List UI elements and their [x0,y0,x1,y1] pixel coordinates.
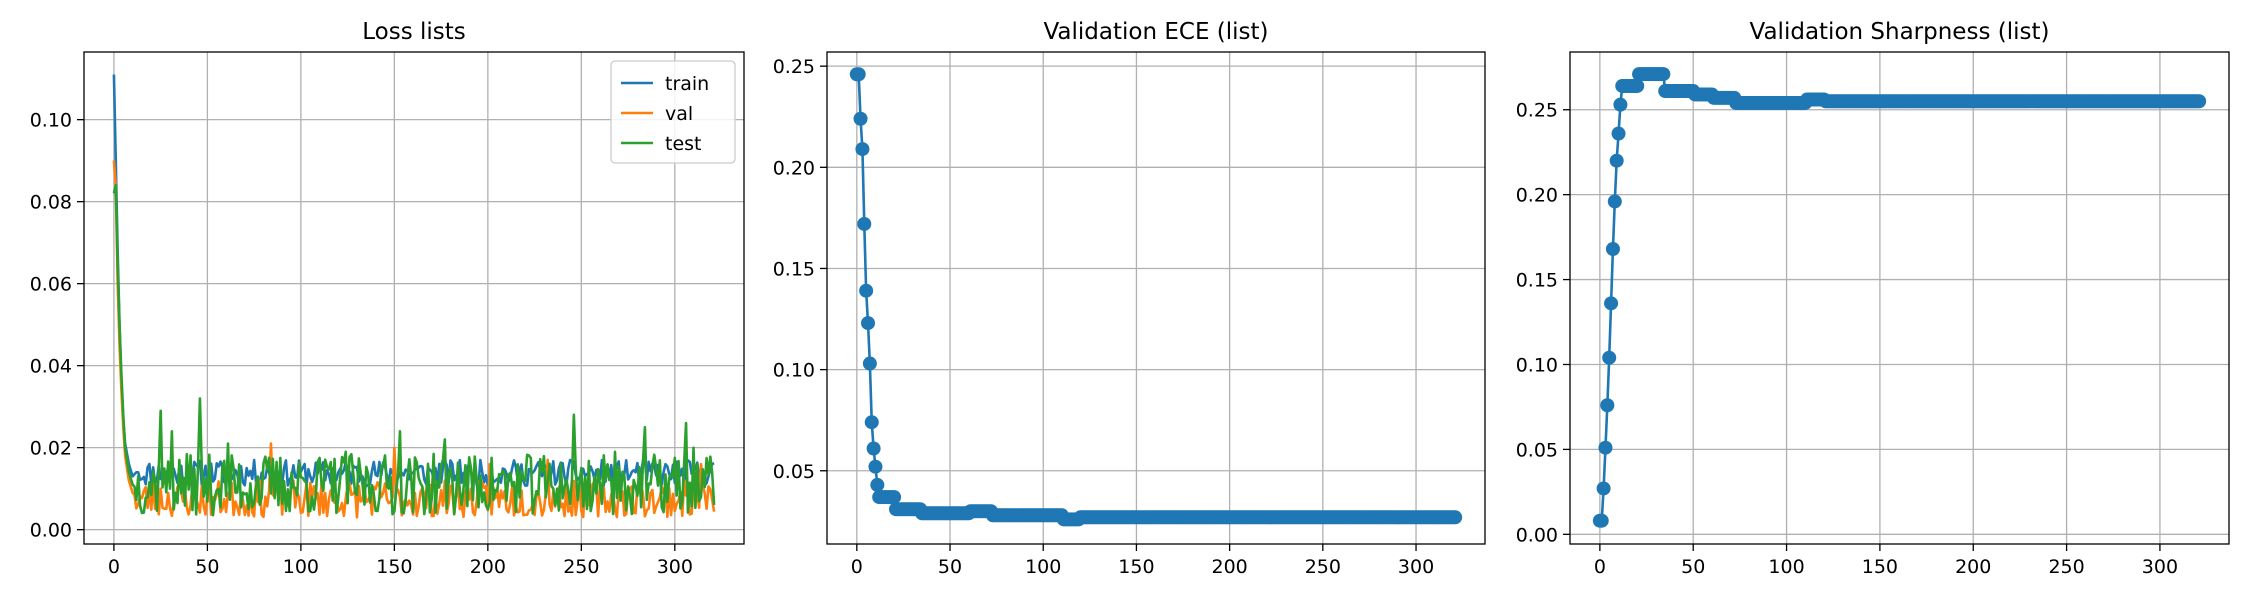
validation-sharpness-axes-frame [1569,51,2230,545]
validation-ece-series-0 [849,67,1463,527]
validation-ece-title: Validation ECE (list) [1043,19,1268,45]
x-tick-label: 150 [376,556,412,578]
legend-label: train [665,73,709,95]
data-point [1594,513,1609,528]
loss-lists-axes-frame [83,51,745,545]
data-point [1598,440,1613,455]
data-point [1630,78,1645,93]
loss-lists-series-test [112,183,716,517]
x-tick-label: 50 [1681,556,1705,578]
x-tick-label: 250 [1305,556,1341,578]
x-tick-label: 200 [1211,556,1247,578]
data-point [887,490,902,505]
x-tick-label: 0 [1594,556,1606,578]
y-tick-label: 0.00 [30,520,72,542]
y-tick-label: 0.02 [30,438,72,460]
data-point [2192,94,2207,109]
data-point [870,477,885,492]
y-tick-label: 0.10 [1516,354,1558,376]
y-tick-label: 0.25 [773,56,815,78]
data-point [1604,296,1619,311]
x-tick-label: 0 [851,556,863,578]
y-tick-label: 0.15 [1516,270,1558,292]
x-tick-label: 50 [195,556,219,578]
loss-lists-chart: 0 50 100 150 200 250 300 0.00 0.02 0.04 0.06 0.08 0.… [30,19,745,578]
x-tick-label: 300 [1398,556,1434,578]
y-tick-label: 0.05 [1516,439,1558,461]
x-tick-label: 250 [563,556,599,578]
y-tick-label: 0.08 [30,192,72,214]
loss-lists-grid [84,52,744,544]
validation-ece-axes-frame [826,51,1486,545]
x-tick-label: 0 [108,556,120,578]
x-tick-label: 150 [1118,556,1154,578]
data-point [862,356,877,371]
loss-lists-legend: train val test [610,60,736,164]
y-tick-label: 0.06 [30,274,72,296]
data-point [861,316,876,331]
data-point [1613,97,1628,112]
data-point [855,142,870,157]
y-tick-label: 0.20 [773,157,815,179]
x-tick-label: 300 [657,556,693,578]
y-tick-label: 0.05 [773,461,815,483]
data-point [1596,481,1611,496]
data-point [866,441,881,456]
data-point [1605,242,1620,256]
loss-lists-line [112,183,716,517]
legend-label: test [665,133,702,155]
x-tick-label: 250 [2048,556,2084,578]
data-point [1609,153,1624,168]
y-tick-label: 0.00 [1516,524,1558,546]
x-tick-label: 300 [2142,556,2178,578]
data-point [868,459,883,474]
validation-sharpness-series-0 [1592,67,2207,528]
data-point [853,111,868,126]
y-tick-label: 0.10 [773,360,815,382]
data-point [1448,510,1463,525]
legend-box [610,60,736,164]
y-tick-label: 0.25 [1516,100,1558,122]
x-tick-label: 100 [283,556,319,578]
data-point [859,283,874,298]
validation-ece-chart: 0 50 100 150 200 250 300 0.05 0.10 0.15 0.20 0.25 Va… [773,19,1486,578]
validation-sharpness-chart: 0 50 100 150 200 250 300 0.00 0.05 0.10 0.15 0.20 0.… [1516,19,2230,578]
data-point [1607,194,1622,209]
x-tick-label: 50 [938,556,962,578]
y-tick-label: 0.20 [1516,185,1558,207]
validation-sharpness-title: Validation Sharpness (list) [1750,19,2050,45]
y-tick-label: 0.04 [30,356,72,378]
data-point [1611,126,1626,141]
data-point [851,67,866,82]
y-tick-label: 0.15 [773,258,815,280]
x-tick-label: 200 [1955,556,1991,578]
legend-label: val [665,103,693,125]
validation-sharpness-grid [1570,52,2229,544]
validation-ece-grid [827,52,1485,544]
x-tick-label: 200 [470,556,506,578]
data-point [1656,67,1671,82]
x-tick-label: 100 [1768,556,1804,578]
data-point [857,216,872,231]
x-tick-label: 150 [1862,556,1898,578]
data-point [1602,350,1617,365]
data-point [1600,398,1615,413]
data-point [864,415,879,430]
y-tick-label: 0.10 [30,110,72,132]
x-tick-label: 100 [1025,556,1061,578]
loss-lists-title: Loss lists [362,19,466,45]
